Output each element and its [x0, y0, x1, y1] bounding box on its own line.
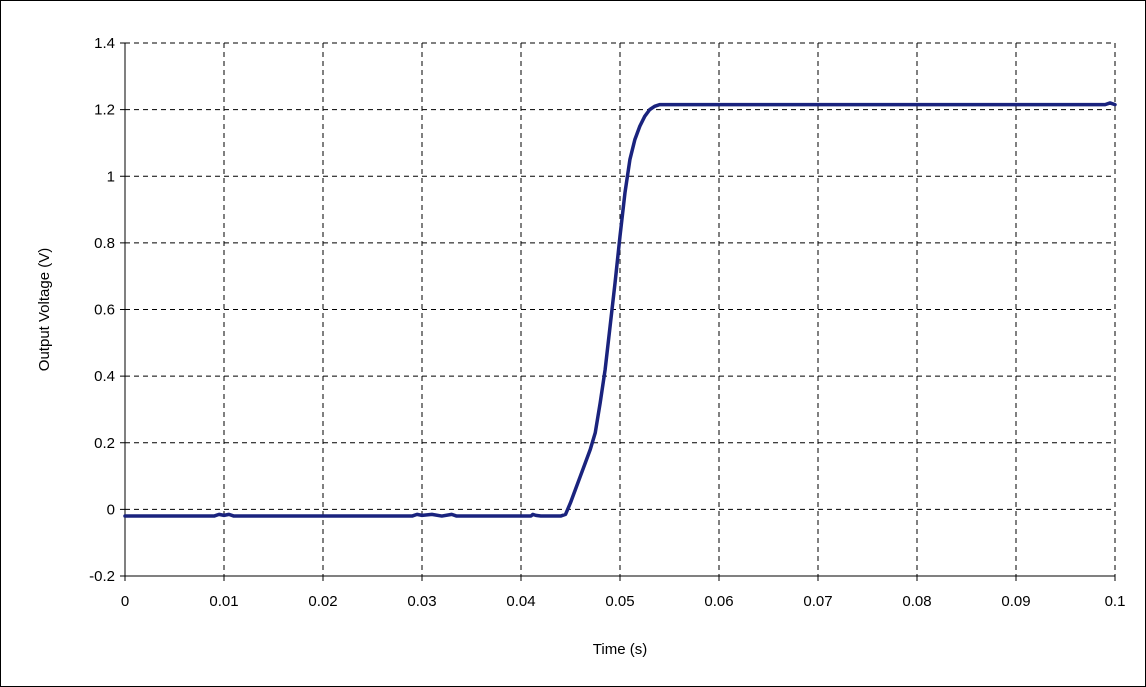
y-tick-label: 1.2 — [94, 102, 115, 119]
x-axis-label: Time (s) — [593, 641, 647, 658]
y-axis-label: Output Voltage (V) — [36, 248, 53, 371]
y-tick-label: 0.4 — [94, 368, 115, 385]
x-tick-label: 0.09 — [1001, 593, 1030, 610]
x-tick-label: 0.07 — [803, 593, 832, 610]
x-tick-label: 0 — [121, 593, 129, 610]
series-line — [123, 101, 1117, 518]
y-tick-label: 0.8 — [94, 235, 115, 252]
data-series — [123, 101, 1117, 518]
y-tick-label: 1 — [107, 168, 115, 185]
x-tick-label: 0.1 — [1105, 593, 1126, 610]
y-tick-label: 0.2 — [94, 435, 115, 452]
x-tick-label: 0.02 — [308, 593, 337, 610]
x-tick-label: 0.03 — [407, 593, 436, 610]
x-tick-label: 0.04 — [506, 593, 535, 610]
y-tick-label: 1.4 — [94, 35, 115, 52]
y-tick-label: -0.2 — [89, 568, 115, 585]
tick-labels: 0 0.01 0.02 0.03 0.04 0.05 0.06 0.07 0.08 0.09 0.1… — [89, 35, 1125, 610]
y-tick-label: 0 — [107, 501, 115, 518]
y-tick-label: 0.6 — [94, 302, 115, 319]
x-tick-label: 0.01 — [209, 593, 238, 610]
x-tick-label: 0.05 — [605, 593, 634, 610]
x-tick-label: 0.08 — [902, 593, 931, 610]
axes — [120, 42, 1116, 581]
x-tick-label: 0.06 — [704, 593, 733, 610]
